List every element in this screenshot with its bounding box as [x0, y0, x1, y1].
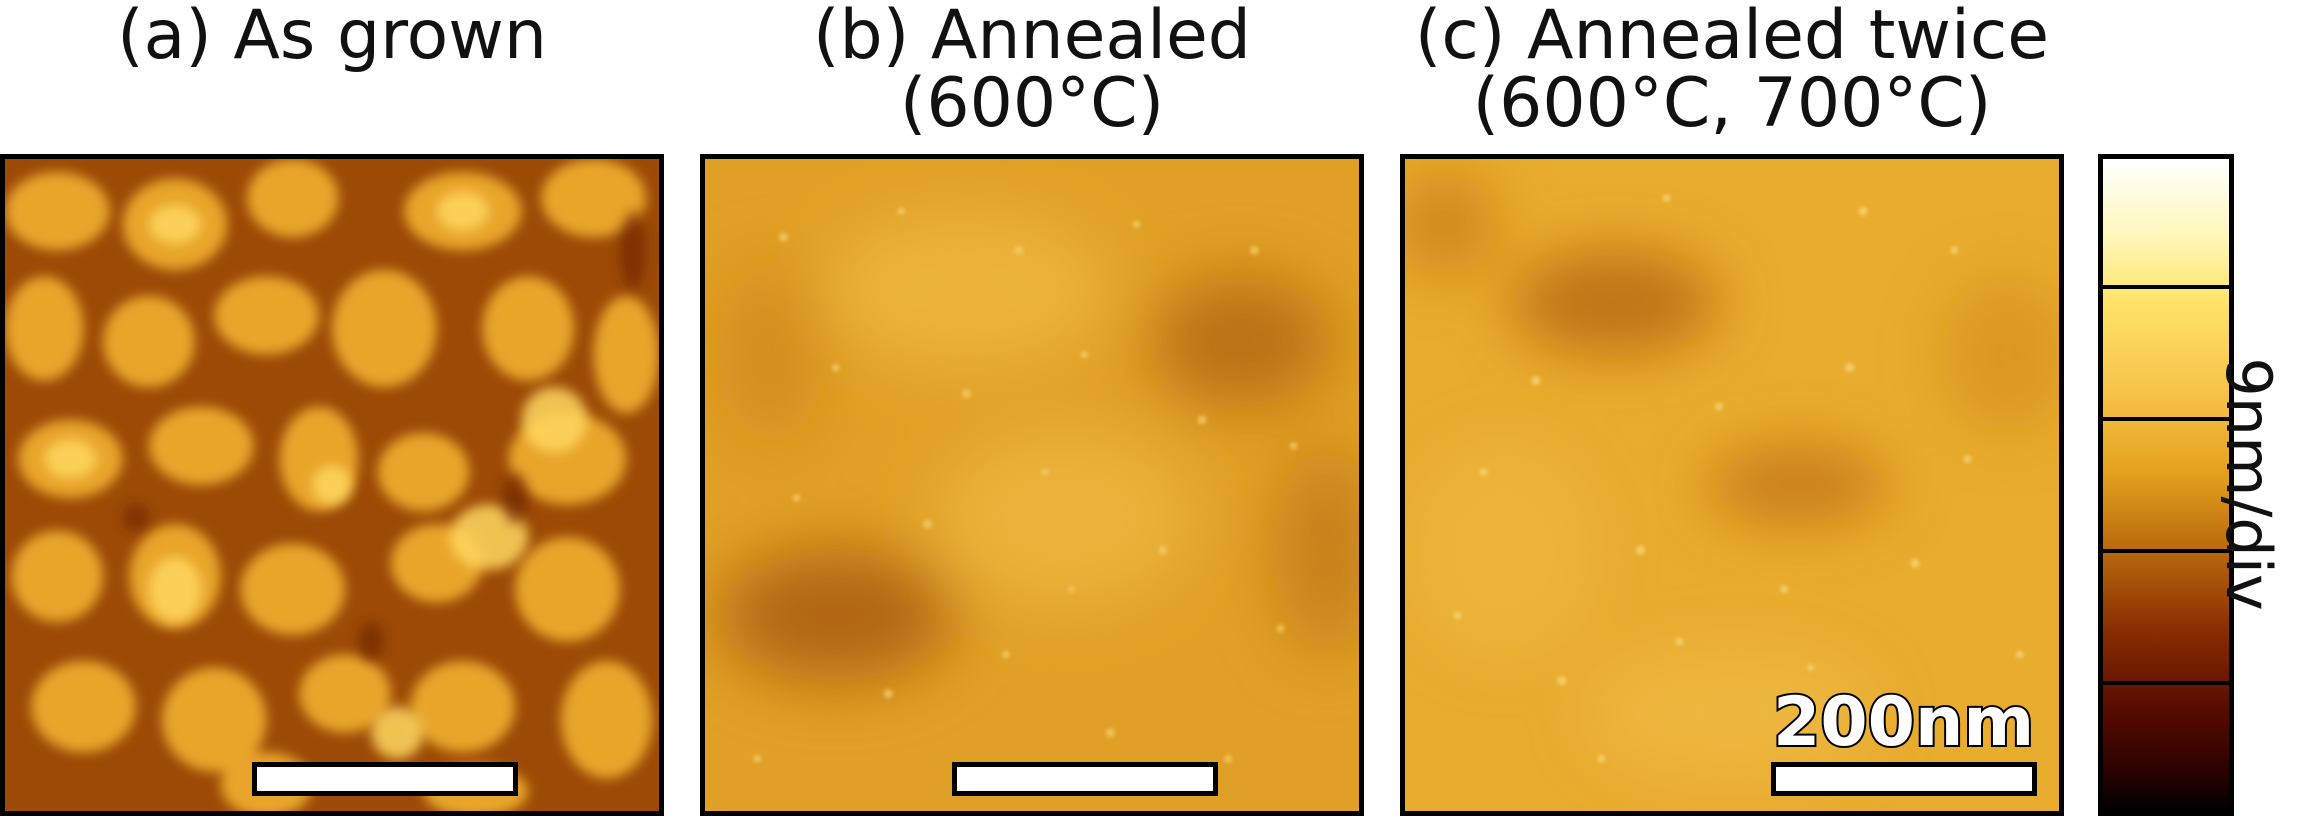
- panel-c-title: (c) Annealed twice (600°C, 700°C): [1400, 2, 2064, 138]
- afm-image-annealed-twice: 200nm: [1400, 154, 2064, 816]
- scale-bar-label: 200nm: [1771, 683, 2036, 762]
- afm-image-annealed: [700, 154, 1364, 816]
- colorbar-division: [2103, 549, 2229, 553]
- panel-a-title: (a) As grown: [0, 2, 664, 70]
- colorbar-division: [2103, 417, 2229, 421]
- colorbar-label: 9nm/div: [2212, 357, 2285, 611]
- panel-c-title-line1: (c) Annealed twice: [1414, 0, 2050, 75]
- afm-image-as-grown: [0, 154, 664, 816]
- panel-c-title-line2: (600°C, 700°C): [1472, 64, 1992, 143]
- scale-bar-a: [252, 762, 518, 796]
- scale-bar-c: [1771, 762, 2037, 796]
- scale-bar-b: [952, 762, 1218, 796]
- panel-b-title: (b) Annealed (600°C): [700, 2, 1364, 138]
- panel-a-title-line1: (a) As grown: [117, 0, 547, 75]
- colorbar-division: [2103, 681, 2229, 685]
- panel-b-title-line2: (600°C): [899, 64, 1165, 143]
- colorbar-division: [2103, 285, 2229, 289]
- afm-image-annealed-twice-graphic: [1405, 159, 2059, 811]
- afm-image-annealed-graphic: [705, 159, 1359, 811]
- panel-b-title-line1: (b) Annealed: [813, 0, 1251, 75]
- colorbar: [2098, 154, 2234, 816]
- afm-image-as-grown-graphic: [5, 159, 659, 811]
